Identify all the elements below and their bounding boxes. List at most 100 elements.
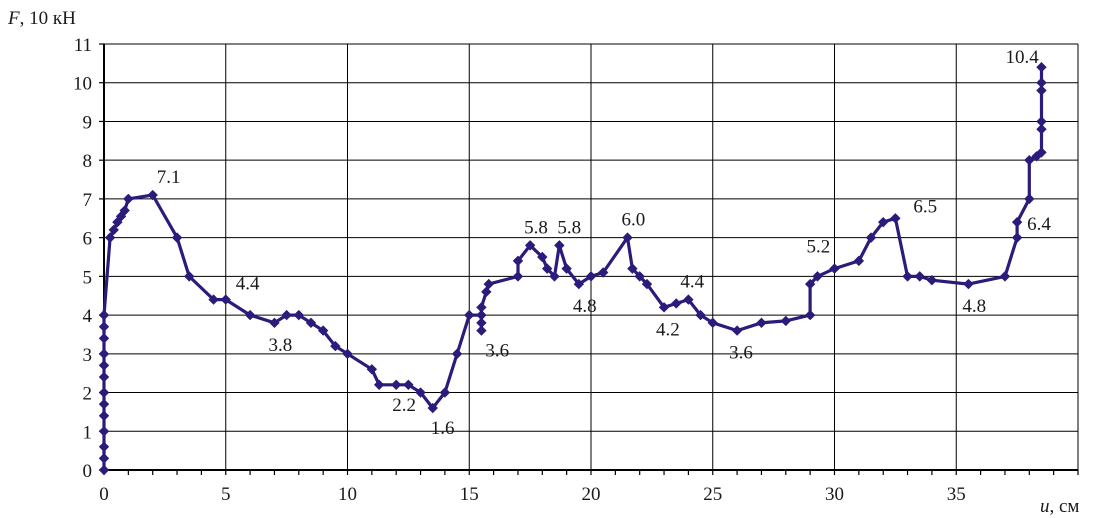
data-point: [512, 271, 524, 282]
data-point: [476, 309, 487, 321]
y-axis-label-var: F: [7, 8, 20, 29]
data-point: [963, 278, 974, 290]
data-point: [391, 379, 402, 390]
data-point: [317, 325, 329, 336]
data-label: 1.6: [431, 418, 455, 439]
data-point: [483, 278, 494, 290]
data-point: [98, 333, 110, 344]
data-point: [208, 294, 219, 305]
data-point: [1024, 154, 1035, 166]
data-point: [695, 309, 706, 321]
data-point: [184, 271, 195, 282]
data-point: [554, 240, 565, 251]
y-tick-labels: 0 1 2 3 4 5 6 7 8 9 10 11: [73, 35, 93, 482]
data-label: 6.0: [622, 210, 646, 231]
x-tick-label: 5: [221, 484, 231, 505]
data-markers: [98, 62, 1047, 476]
data-point: [104, 232, 116, 243]
data-point: [683, 294, 694, 305]
data-point: [476, 302, 487, 313]
data-point: [541, 263, 553, 274]
data-point: [622, 232, 633, 243]
y-tick-label: 2: [83, 384, 93, 405]
x-tick-labels: 0 5 10 15 20 25 30 35: [99, 484, 966, 505]
data-point: [829, 263, 840, 274]
data-point: [305, 317, 317, 329]
data-point: [119, 205, 130, 216]
data-point: [98, 441, 110, 452]
data-point: [890, 213, 901, 224]
y-tick-label: 11: [74, 35, 92, 56]
data-point: [439, 387, 451, 398]
data-point: [98, 321, 110, 332]
data-point: [98, 410, 110, 421]
data-point: [1036, 147, 1047, 158]
data-point: [512, 255, 524, 267]
data-point: [1036, 77, 1047, 88]
data-label: 5.8: [557, 217, 581, 238]
data-point: [914, 271, 925, 282]
data-point: [98, 464, 110, 476]
data-point: [220, 294, 231, 305]
data-point: [1036, 62, 1047, 73]
x-tick-label: 0: [99, 484, 109, 505]
y-tick-label: 6: [83, 229, 93, 250]
y-tick-label: 10: [73, 74, 92, 95]
y-tick-label: 4: [83, 306, 93, 327]
x-tick-label: 25: [703, 484, 722, 505]
data-point: [464, 309, 475, 321]
x-axis-label-var: u: [1040, 496, 1050, 517]
y-axis-label-unit: , 10 кН: [20, 8, 76, 29]
data-point: [1011, 232, 1023, 243]
x-tick-label: 20: [582, 484, 601, 505]
data-point: [780, 315, 791, 327]
data-point: [342, 348, 353, 360]
y-tick-label: 8: [83, 151, 93, 172]
data-point: [707, 317, 718, 329]
data-label: 7.1: [157, 167, 181, 188]
data-label: 5.8: [524, 217, 548, 238]
data-point: [804, 309, 816, 321]
data-point: [427, 402, 438, 414]
data-point: [403, 379, 414, 390]
data-point: [641, 278, 653, 290]
data-point: [366, 364, 378, 375]
x-axis-label-unit: , см: [1050, 496, 1080, 517]
data-point: [269, 317, 280, 329]
data-point: [878, 216, 889, 228]
y-tick-label: 3: [83, 345, 93, 366]
data-point: [999, 271, 1011, 282]
data-label: 6.5: [913, 196, 937, 217]
data-point: [123, 193, 134, 205]
data-label: 10.4: [1005, 47, 1039, 68]
data-point: [1011, 216, 1023, 228]
y-tick-label: 9: [83, 112, 93, 133]
data-point: [147, 189, 158, 201]
y-tick-label: 7: [83, 190, 93, 211]
data-label: 2.2: [392, 395, 416, 416]
data-point: [171, 232, 183, 243]
data-label: 4.2: [656, 319, 680, 340]
data-point: [902, 271, 913, 282]
data-point: [812, 271, 823, 282]
x-axis-label: u, см: [1040, 496, 1079, 517]
data-point: [481, 286, 492, 298]
data-point: [98, 398, 110, 410]
data-point: [293, 309, 304, 321]
data-point: [98, 387, 110, 398]
data-point: [926, 275, 938, 286]
data-point: [561, 263, 572, 274]
data-point: [658, 302, 670, 313]
data-point: [98, 371, 110, 383]
data-point: [373, 379, 385, 390]
data-point: [537, 251, 548, 263]
data-point: [1031, 151, 1042, 162]
data-point: [98, 309, 110, 321]
data-point: [597, 267, 609, 278]
data-label: 3.6: [485, 341, 509, 362]
data-point: [451, 348, 463, 360]
data-label: 3.8: [268, 335, 292, 356]
data-point: [853, 255, 865, 267]
data-point: [573, 278, 585, 290]
